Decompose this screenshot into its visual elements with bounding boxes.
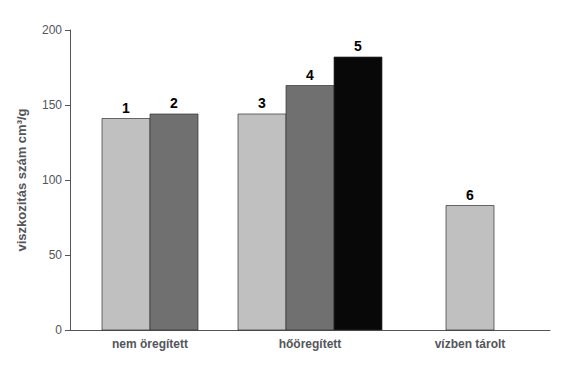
svg-text:50: 50 [49, 248, 63, 262]
svg-text:0: 0 [55, 323, 62, 337]
svg-text:5: 5 [354, 38, 362, 54]
svg-text:viszkozitás szám cm³/g: viszkozitás szám cm³/g [14, 108, 29, 251]
svg-text:100: 100 [42, 173, 62, 187]
svg-text:150: 150 [42, 98, 62, 112]
svg-text:4: 4 [306, 67, 314, 83]
svg-text:6: 6 [466, 187, 474, 203]
svg-text:3: 3 [258, 95, 266, 111]
svg-text:1: 1 [122, 100, 130, 116]
svg-text:nem öregített: nem öregített [112, 337, 188, 351]
svg-text:hőöregített: hőöregített [279, 337, 342, 351]
svg-text:2: 2 [170, 95, 178, 111]
svg-text:vízben tárolt: vízben tárolt [435, 337, 506, 351]
svg-text:200: 200 [42, 23, 62, 37]
